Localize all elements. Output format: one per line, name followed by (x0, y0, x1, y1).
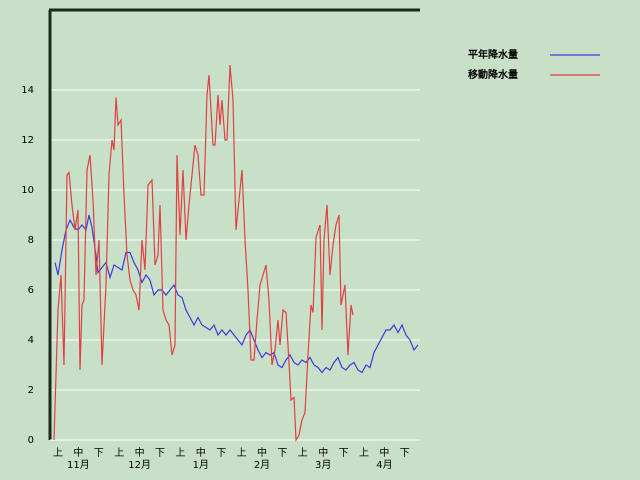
month-label: 2月 (254, 459, 270, 471)
x-tick-label: 中 (73, 446, 83, 459)
y-tick-label: 4 (28, 335, 34, 346)
month-label: 12月 (128, 459, 151, 471)
month-label: 4月 (376, 459, 392, 471)
x-tick-label: 中 (135, 446, 145, 459)
legend-label: 移動降水量 (468, 68, 518, 81)
legend-label: 平年降水量 (468, 48, 518, 61)
y-tick-label: 8 (28, 235, 34, 246)
month-label: 3月 (315, 459, 331, 471)
x-tick-label: 上 (53, 447, 63, 459)
y-tick-label: 12 (21, 135, 34, 146)
x-tick-label: 下 (339, 448, 349, 459)
x-tick-label: 下 (400, 448, 410, 459)
y-tick-label: 2 (28, 385, 34, 396)
x-tick-label: 上 (298, 447, 308, 459)
x-tick-label: 中 (379, 446, 389, 459)
x-tick-label: 上 (175, 447, 185, 459)
y-tick-label: 10 (21, 185, 34, 196)
series-line (54, 214, 419, 374)
x-tick-label: 下 (277, 448, 287, 459)
x-tick-label: 下 (94, 448, 104, 459)
month-label: 1月 (193, 459, 209, 471)
y-tick-label: 14 (21, 85, 34, 96)
y-tick-label: 6 (28, 285, 34, 296)
x-tick-label: 上 (114, 447, 124, 459)
y-tick-label: 0 (28, 435, 34, 446)
x-tick-label: 上 (359, 447, 369, 459)
month-label: 11月 (67, 459, 90, 471)
x-tick-label: 下 (216, 448, 226, 459)
x-tick-label: 中 (196, 446, 206, 459)
x-tick-label: 下 (155, 448, 165, 459)
x-tick-label: 上 (237, 447, 247, 459)
series-line (53, 64, 354, 443)
x-tick-label: 中 (318, 446, 328, 459)
x-tick-label: 中 (257, 446, 267, 459)
